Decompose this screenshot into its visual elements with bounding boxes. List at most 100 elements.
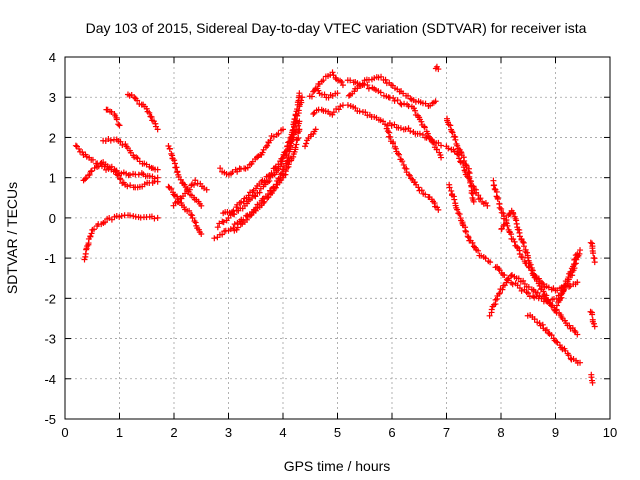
data-point bbox=[519, 238, 526, 245]
data-point bbox=[267, 187, 274, 194]
data-point bbox=[577, 247, 584, 254]
data-point bbox=[220, 219, 227, 226]
series-arc32 bbox=[587, 239, 598, 266]
data-point bbox=[84, 243, 91, 250]
data-point bbox=[273, 181, 280, 188]
data-point bbox=[168, 185, 175, 192]
data-point bbox=[116, 122, 123, 129]
data-point bbox=[231, 221, 238, 228]
data-point bbox=[268, 170, 275, 177]
data-point bbox=[560, 286, 567, 293]
data-point bbox=[362, 109, 369, 116]
data-point bbox=[396, 151, 403, 158]
data-point bbox=[330, 109, 337, 116]
data-point bbox=[501, 221, 508, 228]
data-point bbox=[496, 290, 503, 297]
data-point bbox=[302, 143, 309, 150]
data-point bbox=[113, 116, 120, 123]
data-point bbox=[438, 142, 445, 149]
y-tick-label: -5 bbox=[44, 412, 56, 427]
y-axis-label: SDTVAR / TECUs bbox=[4, 182, 20, 294]
data-point bbox=[285, 161, 292, 168]
data-point bbox=[454, 206, 461, 213]
data-point bbox=[148, 114, 155, 121]
data-point bbox=[359, 80, 366, 87]
data-point bbox=[531, 316, 538, 323]
data-point bbox=[402, 126, 409, 133]
data-point bbox=[449, 129, 456, 136]
series-arc18 bbox=[312, 86, 341, 101]
y-tick-label: -1 bbox=[44, 251, 56, 266]
x-tick-label: 4 bbox=[279, 425, 286, 440]
x-tick-label: 8 bbox=[497, 425, 504, 440]
data-point bbox=[406, 172, 413, 179]
data-point bbox=[240, 198, 247, 205]
data-point bbox=[154, 166, 161, 173]
x-tick-label: 10 bbox=[603, 425, 617, 440]
y-tick-label: -4 bbox=[44, 372, 56, 387]
data-point bbox=[467, 178, 474, 185]
data-point bbox=[487, 259, 494, 266]
data-point bbox=[391, 97, 398, 104]
data-point bbox=[515, 275, 522, 282]
data-point bbox=[81, 256, 88, 263]
data-point bbox=[465, 234, 472, 241]
data-point bbox=[540, 288, 547, 295]
series-arc34 bbox=[588, 371, 596, 386]
data-point bbox=[421, 124, 428, 131]
x-tick-label: 2 bbox=[170, 425, 177, 440]
data-point bbox=[154, 178, 161, 185]
data-point bbox=[177, 176, 184, 183]
data-point bbox=[412, 107, 419, 114]
data-point bbox=[253, 154, 260, 161]
series-arc12 bbox=[220, 94, 306, 217]
data-point bbox=[280, 126, 286, 133]
data-point bbox=[574, 331, 581, 338]
data-point bbox=[284, 164, 291, 171]
data-point bbox=[310, 111, 317, 118]
data-point bbox=[589, 379, 596, 386]
series-arc31 bbox=[524, 312, 584, 366]
data-point bbox=[524, 249, 531, 256]
y-tick-label: 1 bbox=[49, 171, 56, 186]
data-point bbox=[470, 183, 477, 190]
data-point bbox=[285, 139, 292, 146]
data-point bbox=[482, 255, 489, 262]
x-tick-label: 9 bbox=[552, 425, 559, 440]
series-arc17 bbox=[310, 102, 346, 118]
data-point bbox=[119, 141, 126, 148]
data-point bbox=[265, 190, 272, 197]
y-tick-label: 2 bbox=[49, 130, 56, 145]
data-point bbox=[289, 127, 296, 134]
data-point bbox=[499, 286, 506, 293]
data-point bbox=[102, 219, 109, 226]
data-point bbox=[117, 138, 124, 145]
data-point bbox=[384, 128, 391, 135]
data-point bbox=[133, 154, 140, 161]
data-point bbox=[524, 254, 531, 261]
data-point bbox=[382, 121, 389, 128]
data-point bbox=[553, 338, 560, 345]
data-point bbox=[451, 196, 458, 203]
series-arc20 bbox=[345, 73, 439, 109]
data-point bbox=[435, 66, 442, 73]
data-point bbox=[278, 170, 285, 177]
data-point bbox=[151, 215, 158, 222]
data-point bbox=[126, 212, 133, 219]
data-point bbox=[87, 233, 94, 240]
series-arc9 bbox=[170, 177, 210, 209]
data-point bbox=[590, 250, 597, 257]
data-point bbox=[190, 181, 197, 188]
data-point bbox=[534, 289, 541, 296]
series-arc7 bbox=[165, 143, 205, 209]
data-point bbox=[387, 133, 394, 140]
data-point bbox=[475, 247, 482, 254]
data-point bbox=[131, 94, 138, 101]
data-point bbox=[293, 141, 300, 148]
data-point bbox=[337, 103, 344, 110]
data-point bbox=[577, 359, 584, 366]
series-arc28 bbox=[490, 177, 581, 294]
data-point bbox=[552, 307, 559, 314]
data-point bbox=[452, 136, 459, 143]
data-point bbox=[252, 205, 259, 212]
